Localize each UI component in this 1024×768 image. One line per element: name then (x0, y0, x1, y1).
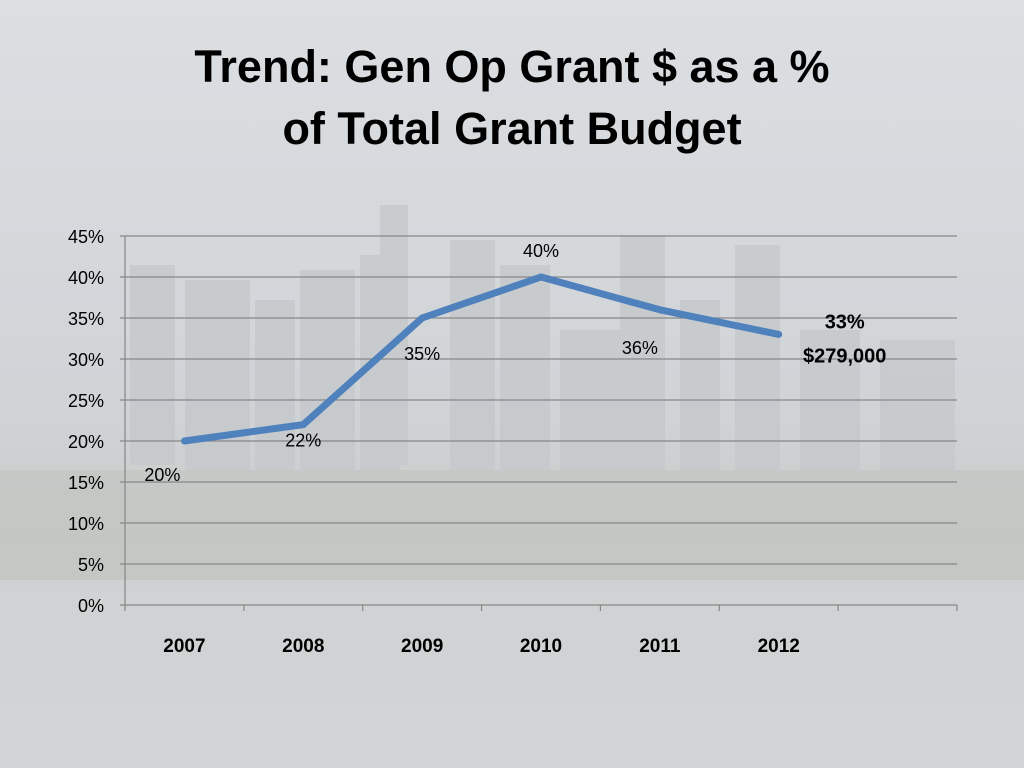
data-point (180, 437, 188, 445)
y-tick-label: 25% (68, 391, 104, 411)
y-tick-label: 30% (68, 350, 104, 370)
data-point (775, 330, 783, 338)
data-label: 22% (285, 431, 321, 451)
y-tick-label: 15% (68, 473, 104, 493)
y-tick-label: 40% (68, 268, 104, 288)
data-point (656, 306, 664, 314)
x-tick-label: 2008 (282, 636, 324, 657)
y-tick-label: 45% (68, 227, 104, 247)
data-point (418, 314, 426, 322)
series-line (183, 273, 780, 445)
y-tick-label: 10% (68, 514, 104, 534)
x-tick-label: 2009 (401, 636, 443, 657)
y-tick-label: 35% (68, 309, 104, 329)
data-label-amount: $279,000 (803, 345, 886, 367)
x-tick-label: 2010 (520, 636, 562, 657)
data-point (537, 273, 545, 281)
data-point (299, 421, 307, 429)
data-label: 20% (144, 465, 180, 485)
slide-title-line-1: Trend: Gen Op Grant $ as a % (194, 41, 830, 92)
y-tick-label: 20% (68, 432, 104, 452)
data-label: 36% (622, 338, 658, 358)
data-label: 35% (404, 344, 440, 364)
y-tick-label: 0% (78, 596, 104, 616)
slide-title-line-2: of Total Grant Budget (282, 103, 742, 154)
y-tick-label: 5% (78, 555, 104, 575)
data-label: 33% (825, 311, 865, 333)
x-tick-label: 2012 (758, 636, 800, 657)
data-label: 40% (523, 241, 559, 261)
x-tick-label: 2011 (639, 636, 681, 657)
x-tick-label: 2007 (163, 636, 205, 657)
slide-title: Trend: Gen Op Grant $ as a % of Total Gr… (0, 36, 1024, 160)
